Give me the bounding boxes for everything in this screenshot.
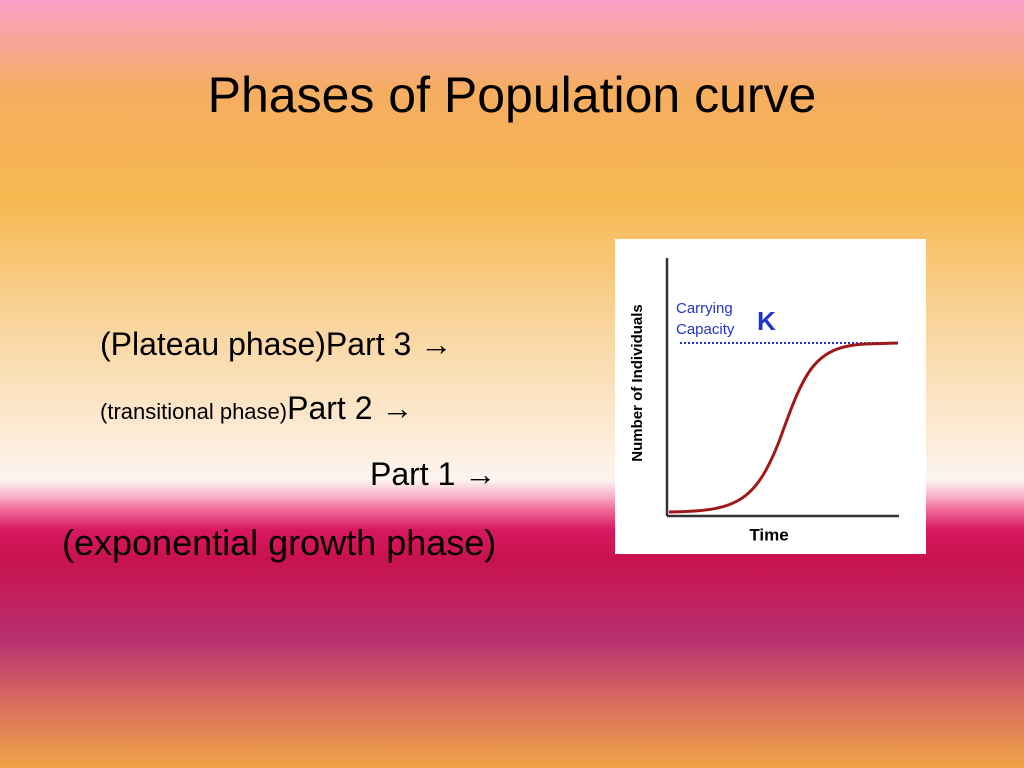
capacity-label: Capacity	[676, 321, 735, 338]
carrying-label: Carrying	[676, 300, 733, 317]
slide-title: Phases of Population curve	[207, 67, 817, 123]
phase-line: (exponential growth phase)	[62, 522, 497, 563]
phase-line: (Plateau phase)Part 3 →	[100, 326, 453, 362]
phase-line: Part 1 →	[370, 456, 497, 492]
population-figure: Number of Individuals Time Carrying Capa…	[615, 239, 926, 554]
phase-text: Part 2 →	[287, 390, 414, 426]
population-curve	[668, 341, 899, 514]
phase-line: (transitional phase)Part 2 →	[100, 390, 413, 427]
figure-background	[615, 239, 926, 554]
k-label: K	[757, 306, 776, 336]
x-axis-label: Time	[749, 525, 788, 544]
y-axis-label: Number of Individuals	[629, 304, 646, 462]
phase-note: (transitional phase)	[100, 399, 288, 424]
